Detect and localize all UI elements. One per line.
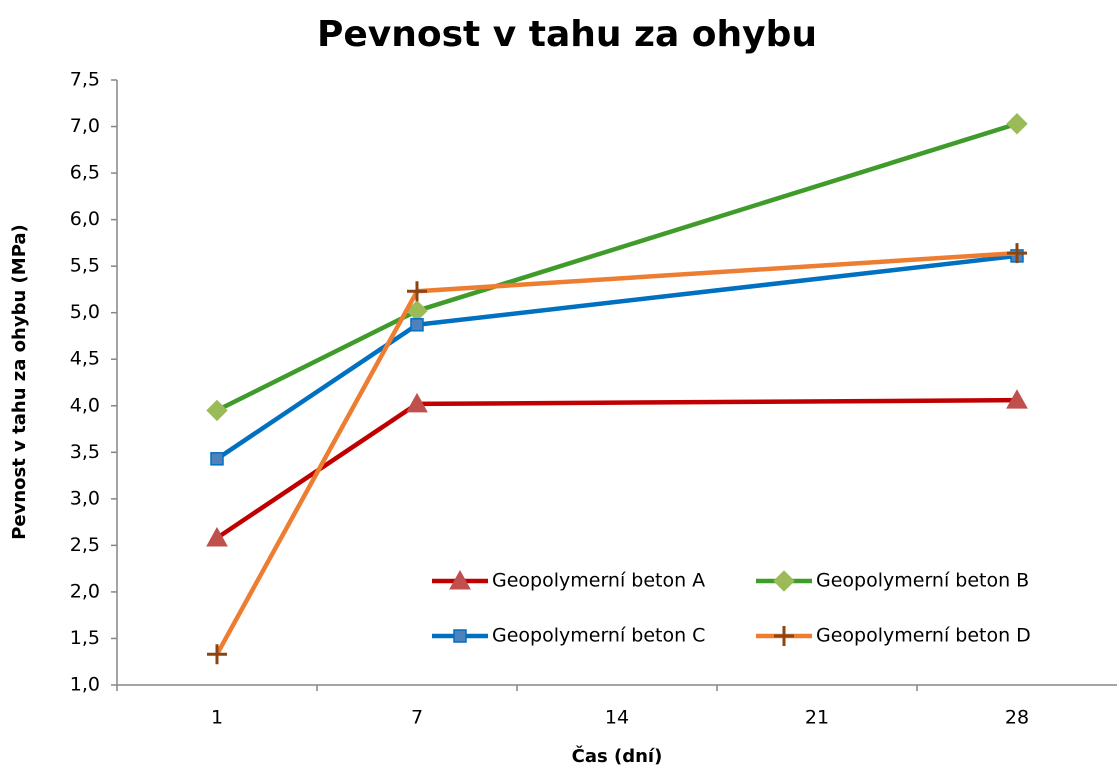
marker <box>453 629 467 643</box>
marker <box>410 318 424 332</box>
chart-title: Pevnost v tahu za ohybu <box>317 14 817 55</box>
legend-label: Geopolymerní beton C <box>492 625 705 647</box>
y-tick-label: 5,0 <box>70 301 100 323</box>
y-tick-label: 5,5 <box>70 255 100 277</box>
legend-label: Geopolymerní beton A <box>492 570 705 592</box>
y-tick-label: 1,0 <box>70 674 100 696</box>
y-axis-title: Pevnost v tahu za ohybu (MPa) <box>9 224 30 540</box>
marker <box>1006 113 1028 135</box>
x-tick-label: 1 <box>211 707 223 729</box>
series-line <box>215 250 1018 656</box>
x-tick-label: 14 <box>605 707 629 729</box>
y-tick-label: 2,0 <box>70 580 100 602</box>
series-line <box>215 253 1018 461</box>
legend-label: Geopolymerní beton B <box>816 570 1029 592</box>
y-tick-label: 4,0 <box>70 394 100 416</box>
marker <box>206 399 228 422</box>
marker <box>407 281 427 302</box>
marker <box>207 644 227 665</box>
marker <box>774 626 794 646</box>
legend-label: Geopolymerní beton D <box>816 625 1031 647</box>
marker <box>406 392 428 413</box>
marker <box>206 526 228 547</box>
y-tick-label: 2,5 <box>70 534 100 556</box>
series-line <box>215 397 1018 540</box>
marker <box>1007 243 1027 264</box>
x-axis-title: Čas (dní) <box>572 745 663 767</box>
y-tick-label: 3,0 <box>70 487 100 509</box>
marker <box>449 569 471 590</box>
y-tick-label: 7,0 <box>70 115 100 137</box>
y-tick-label: 6,5 <box>70 162 100 184</box>
y-tick-label: 7,5 <box>70 69 100 91</box>
x-tick-label: 7 <box>411 707 423 729</box>
y-tick-label: 3,5 <box>70 441 100 463</box>
series-line <box>215 121 1018 413</box>
marker <box>210 452 224 466</box>
x-tick-label: 28 <box>1005 707 1029 729</box>
marker <box>773 570 795 592</box>
marker <box>1006 389 1028 409</box>
y-tick-label: 1,5 <box>70 627 100 649</box>
x-tick-label: 21 <box>805 707 829 729</box>
y-tick-label: 4,5 <box>70 348 100 370</box>
y-tick-label: 6,0 <box>70 208 100 230</box>
